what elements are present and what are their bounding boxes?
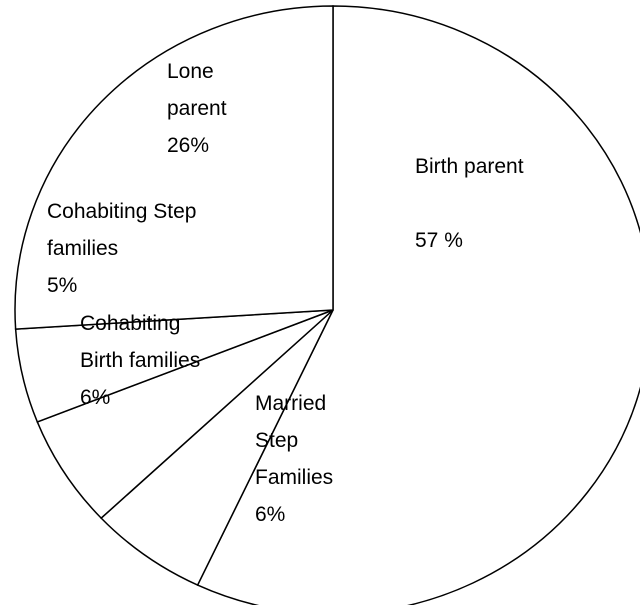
value-label: 26% [167, 134, 210, 157]
slice-label: Married Step Families 6% [255, 385, 370, 533]
category-label: Cohabiting Step families [47, 200, 197, 260]
category-label: Cohabiting Birth families [80, 312, 201, 372]
category-label: Birth parent [415, 155, 524, 178]
value-label: 5% [47, 274, 78, 297]
pie-slice [100, 309, 334, 587]
pie-slice [14, 5, 334, 330]
pie-slice [36, 309, 334, 520]
slice-label: Cohabiting Birth families 6% [80, 305, 210, 416]
value-label: 57 % [415, 229, 463, 252]
slice-label: Birth parent 57 % [415, 148, 525, 259]
slice-label: Cohabiting Step families 5% [47, 193, 222, 304]
pie-slice [196, 5, 640, 605]
value-label: 6% [80, 386, 111, 409]
value-label: 6% [255, 503, 286, 526]
category-label: Married Step Families [255, 392, 334, 489]
slice-label: Lone parent 26% [167, 53, 262, 164]
category-label: Lone parent [167, 60, 227, 120]
